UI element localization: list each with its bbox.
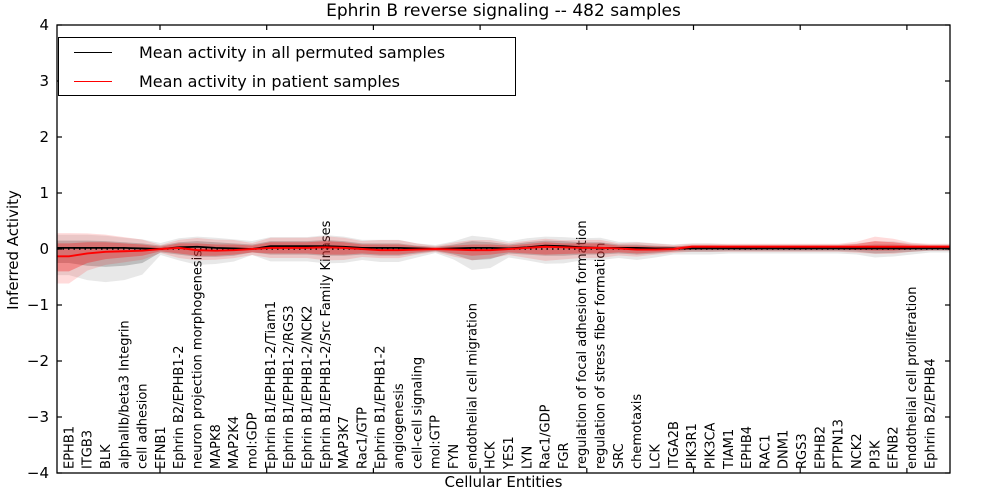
y-tick-label: −4 — [27, 464, 49, 482]
category-tick-label: LYN — [520, 446, 535, 469]
category-tick-label: endothelial cell proliferation — [905, 287, 920, 470]
category-tick-label: HCK — [484, 441, 499, 469]
category-tick-label: SRC — [612, 443, 627, 469]
patient-mean-line — [57, 245, 950, 258]
category-tick-label: Ephrin B1/EPHB1-2/Src Family Kinases — [319, 220, 334, 469]
category-tick-label: regulation of focal adhesion formation — [575, 220, 590, 469]
category-tick-label: FYN — [447, 444, 462, 469]
category-tick-label: Rac1/GDP — [539, 404, 554, 469]
category-tick-label: Ephrin B1/EPHB1-2 — [374, 345, 389, 469]
category-tick-label: MAPK8 — [209, 424, 224, 469]
category-tick-label: Ephrin B2/EPHB4 — [923, 358, 938, 469]
category-tick-label: RAC1 — [758, 434, 773, 469]
category-tick-label: mol:GTP — [429, 415, 444, 469]
x-axis-title: Cellular Entities — [444, 473, 563, 491]
category-tick-label: angiogenesis — [392, 383, 407, 469]
category-tick-label: chemotaxis — [630, 394, 645, 469]
category-tick-label: BLK — [99, 444, 114, 469]
category-tick-label: TIAM1 — [722, 429, 737, 470]
category-tick-label: DNM1 — [777, 430, 792, 469]
category-tick-label: YES1 — [502, 436, 517, 470]
patient-line-swatch — [74, 80, 112, 82]
category-tick-label: ITGB3 — [81, 430, 96, 469]
legend-label-patient: Mean activity in patient samples — [139, 71, 400, 91]
category-tick-label: PIK3R1 — [685, 423, 700, 469]
y-tick-label: 2 — [39, 128, 49, 146]
category-tick-label: MAP3K7 — [337, 416, 352, 469]
category-tick-label: Ephrin B1/EPHB1-2/NCK2 — [300, 305, 315, 469]
category-tick-label: EPHB2 — [813, 426, 828, 469]
category-tick-label: Ephrin B1/EPHB1-2/Tiam1 — [264, 301, 279, 469]
category-tick-label: PIK3CA — [703, 422, 718, 469]
y-tick-label: 1 — [39, 184, 49, 202]
category-tick-label: EFNB2 — [887, 426, 902, 469]
chart-title: Ephrin B reverse signaling -- 482 sample… — [326, 1, 681, 21]
category-tick-label: PTPN13 — [832, 419, 847, 469]
category-tick-label: Rac1/GTP — [355, 407, 370, 469]
category-tick-label: Ephrin B1/EPHB1-2/RGS3 — [282, 305, 297, 469]
category-tick-label: cell-cell signaling — [410, 357, 425, 469]
category-tick-label: endothelial cell migration — [465, 303, 480, 469]
category-tick-label: cell adhesion — [136, 383, 151, 469]
y-tick-label: −2 — [27, 352, 49, 370]
category-tick-label: EPHB1 — [62, 426, 77, 469]
category-tick-label: neuron projection morphogenesis — [191, 250, 206, 469]
permuted-mean-line — [57, 244, 950, 250]
category-tick-label: MAP2K4 — [227, 416, 242, 469]
category-tick-label: NCK2 — [850, 433, 865, 469]
permuted-line-swatch — [74, 51, 112, 53]
category-tick-label: RGS3 — [795, 433, 810, 469]
y-tick-label: 4 — [39, 16, 49, 34]
category-tick-label: LCK — [649, 444, 664, 469]
y-tick-label: −3 — [27, 408, 49, 426]
category-tick-label: EPHB4 — [740, 426, 755, 469]
category-tick-label: FGR — [557, 442, 572, 469]
legend-box: Mean activity in all permuted samples Me… — [58, 37, 516, 96]
legend-label-permuted: Mean activity in all permuted samples — [139, 42, 446, 62]
y-tick-label: 3 — [39, 72, 49, 90]
category-tick-label: ITGA2B — [667, 421, 682, 469]
category-tick-label: alphaIIb/beta3 Integrin — [117, 320, 132, 469]
legend-item-permuted: Mean activity in all permuted samples — [59, 40, 515, 64]
category-tick-label: PI3K — [868, 440, 883, 469]
y-tick-label: −1 — [27, 296, 49, 314]
legend-item-patient: Mean activity in patient samples — [59, 69, 515, 93]
category-tick-label: Ephrin B2/EPHB1-2 — [172, 345, 187, 469]
category-tick-label: EFNB1 — [154, 426, 169, 469]
category-tick-label: regulation of stress fiber formation — [594, 242, 609, 469]
y-tick-label: 0 — [39, 240, 49, 258]
category-tick-label: mol:GDP — [245, 412, 260, 469]
